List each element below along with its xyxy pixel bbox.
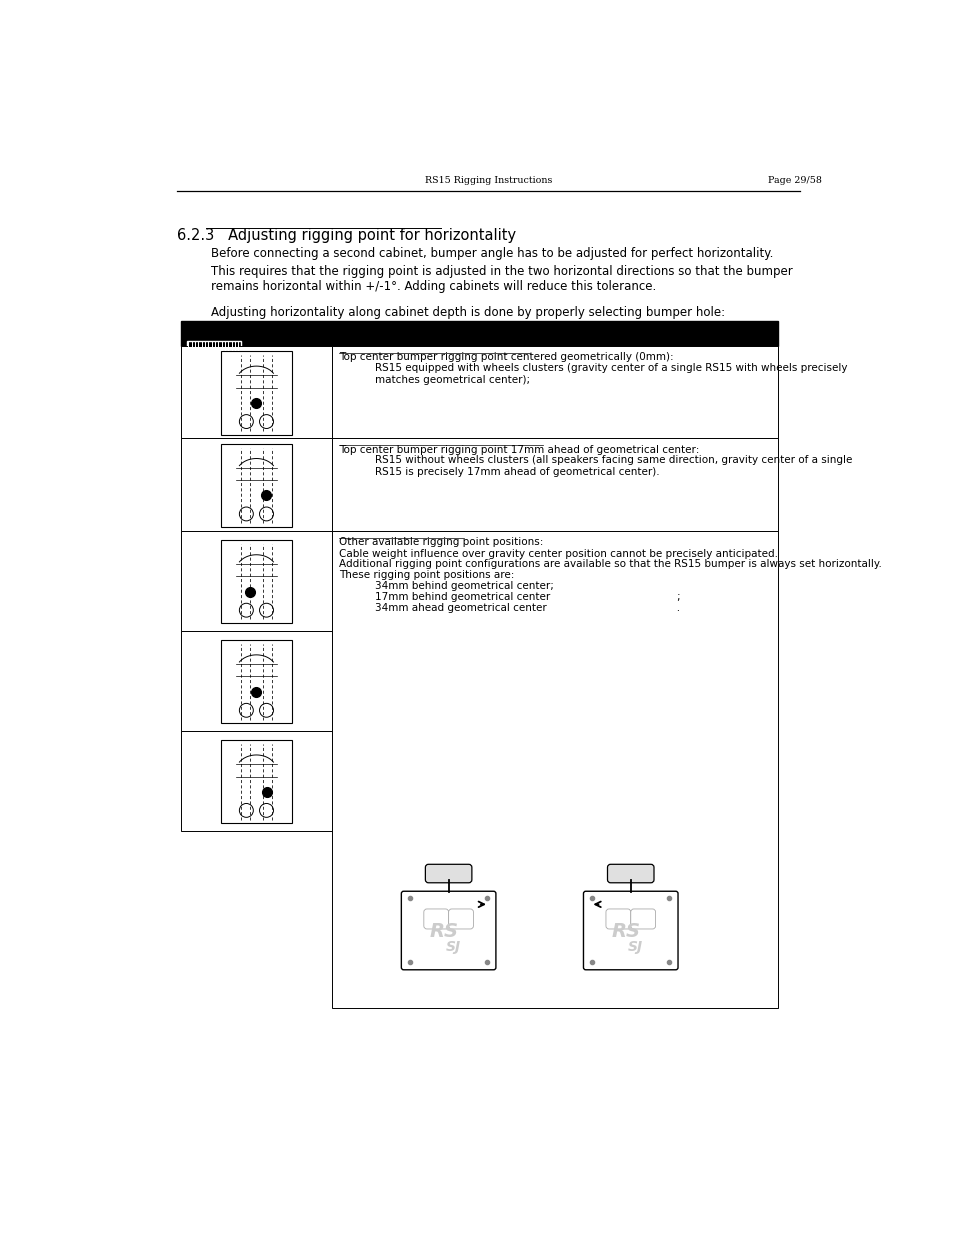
Circle shape	[259, 804, 274, 818]
FancyBboxPatch shape	[425, 864, 472, 883]
Text: Top center bumper rigging point 17mm ahead of geometrical center:: Top center bumper rigging point 17mm ahe…	[338, 445, 699, 454]
Circle shape	[239, 415, 253, 429]
Text: This requires that the rigging point is adjusted in the two horizontal direction: This requires that the rigging point is …	[211, 266, 792, 293]
Circle shape	[259, 603, 274, 618]
Bar	[181, 438, 332, 531]
Text: Before connecting a second cabinet, bumper angle has to be adjusted for perfect : Before connecting a second cabinet, bump…	[211, 247, 772, 259]
Text: 17mm behind geometrical center                                       ;: 17mm behind geometrical center ;	[375, 592, 679, 601]
Text: RS15 without wheels clusters (all speakers facing same direction, gravity center: RS15 without wheels clusters (all speake…	[375, 456, 851, 477]
Text: 34mm behind geometrical center;: 34mm behind geometrical center;	[375, 580, 554, 590]
FancyBboxPatch shape	[423, 909, 448, 929]
Bar	[187, 341, 241, 352]
Bar	[220, 640, 292, 724]
Bar	[220, 740, 292, 824]
FancyBboxPatch shape	[605, 909, 630, 929]
Text: These rigging point positions are:: These rigging point positions are:	[338, 571, 514, 580]
Bar	[220, 352, 292, 435]
Text: Cable weight influence over gravity center position cannot be precisely anticipa: Cable weight influence over gravity cent…	[338, 548, 777, 558]
Text: Additional rigging point configurations are available so that the RS15 bumper is: Additional rigging point configurations …	[338, 559, 881, 569]
Bar	[220, 443, 292, 527]
Circle shape	[239, 603, 253, 618]
FancyBboxPatch shape	[583, 892, 678, 969]
Bar	[332, 531, 778, 1008]
Circle shape	[239, 804, 253, 818]
Text: RS15 equipped with wheels clusters (gravity center of a single RS15 with wheels : RS15 equipped with wheels clusters (grav…	[375, 363, 846, 384]
Text: Page 29/58: Page 29/58	[767, 177, 821, 185]
Text: RS: RS	[611, 921, 639, 941]
Text: 34mm ahead geometrical center                                        .: 34mm ahead geometrical center .	[375, 603, 679, 613]
Circle shape	[259, 508, 274, 521]
FancyBboxPatch shape	[401, 892, 496, 969]
Bar	[181, 731, 332, 831]
Circle shape	[239, 704, 253, 718]
Text: 6.2.3   Adjusting rigging point for horizontality: 6.2.3 Adjusting rigging point for horizo…	[177, 227, 516, 242]
Bar	[220, 540, 292, 624]
FancyBboxPatch shape	[448, 909, 473, 929]
Text: Adjusting horizontality along cabinet depth is done by properly selecting bumper: Adjusting horizontality along cabinet de…	[211, 306, 724, 319]
Bar	[181, 346, 332, 438]
Circle shape	[259, 704, 274, 718]
FancyBboxPatch shape	[630, 909, 655, 929]
Text: SJ: SJ	[627, 940, 642, 953]
Text: Other available rigging point positions:: Other available rigging point positions:	[338, 537, 542, 547]
Circle shape	[259, 415, 274, 429]
Text: RS15 Rigging Instructions: RS15 Rigging Instructions	[425, 177, 552, 185]
Circle shape	[239, 508, 253, 521]
Bar	[181, 631, 332, 731]
Bar	[332, 438, 778, 531]
FancyBboxPatch shape	[607, 864, 654, 883]
Text: RS: RS	[429, 921, 458, 941]
Text: SJ: SJ	[445, 940, 460, 953]
Bar	[181, 531, 332, 631]
Bar	[181, 321, 778, 346]
Bar	[332, 346, 778, 438]
Text: Top center bumper rigging point centered geometrically (0mm):: Top center bumper rigging point centered…	[338, 352, 673, 362]
